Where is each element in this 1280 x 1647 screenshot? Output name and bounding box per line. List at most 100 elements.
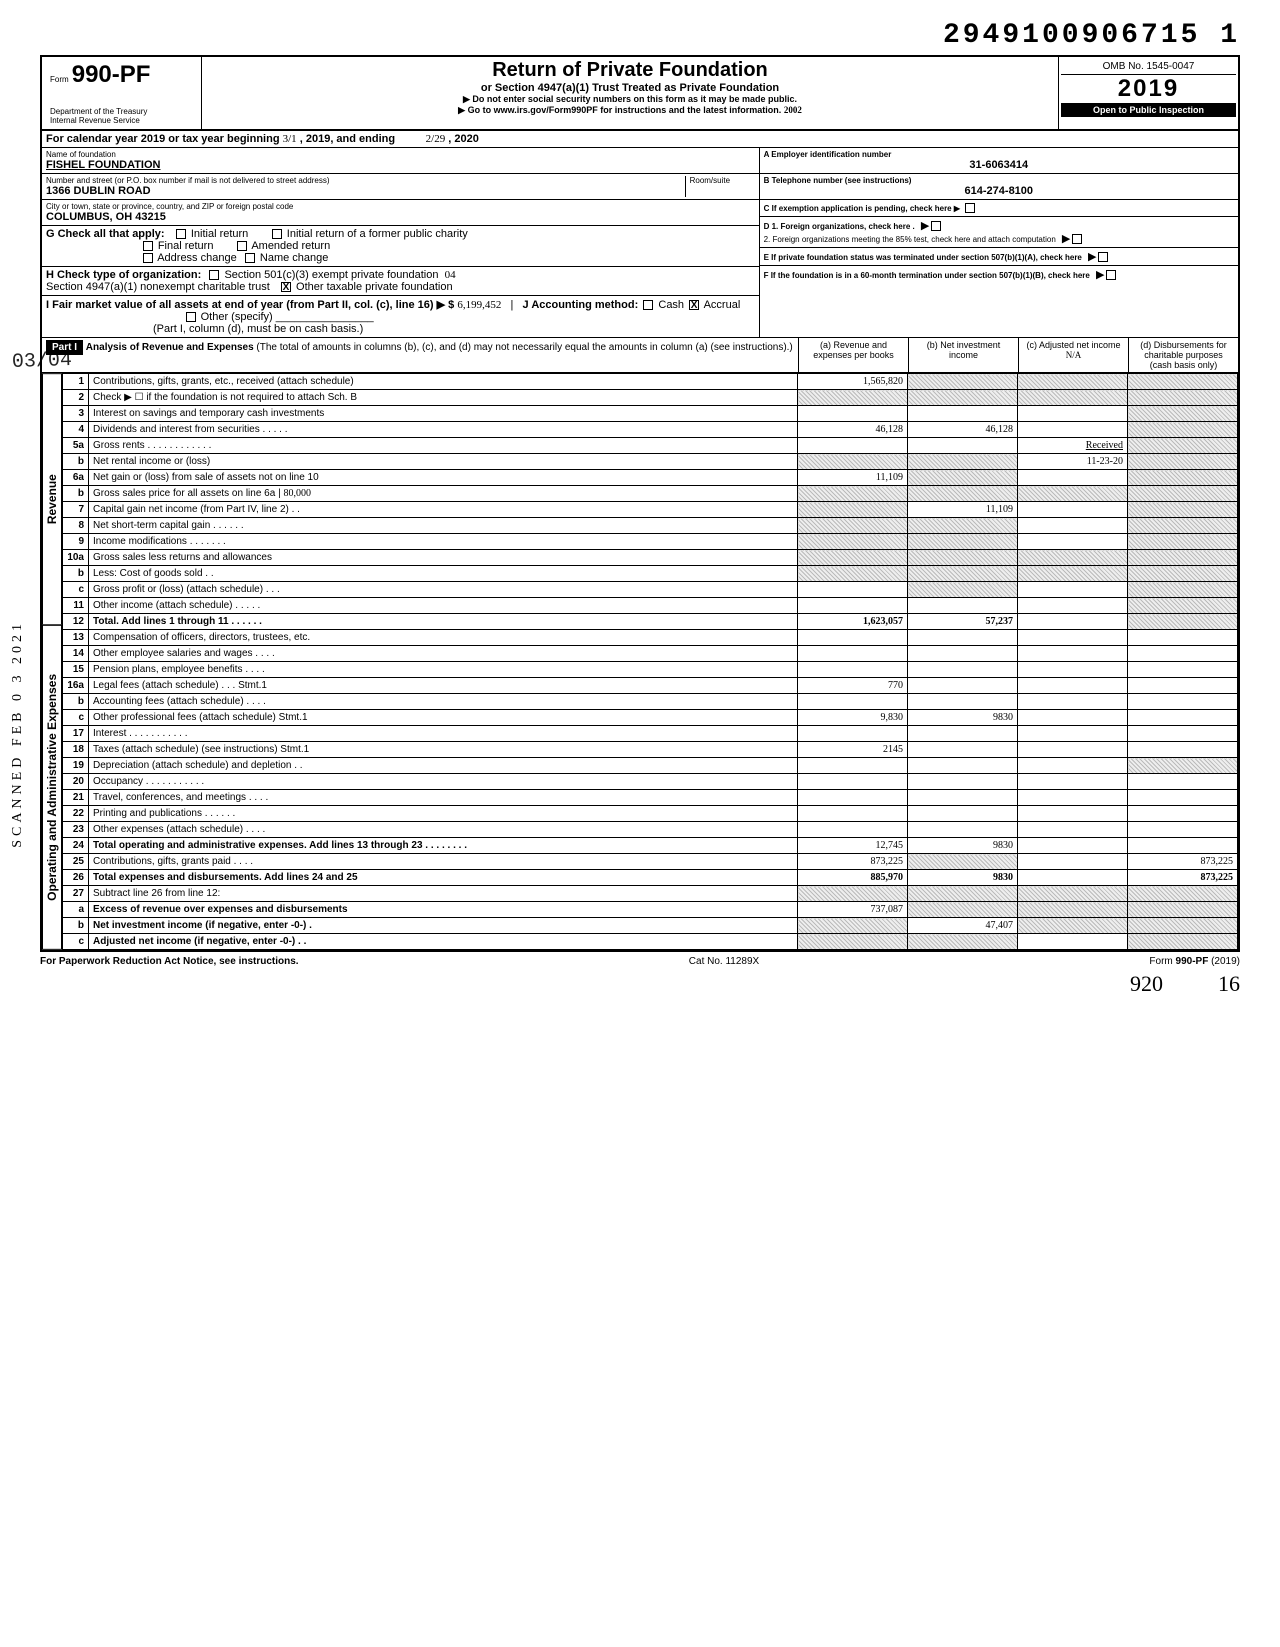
table-row: cAdjusted net income (if negative, enter… [63,934,1238,950]
f-label: F If the foundation is in a 60-month ter… [764,271,1090,280]
table-row: 9Income modifications . . . . . . . [63,534,1238,550]
header-center: Return of Private Foundation or Section … [202,57,1058,129]
col-d-header: (d) Disbursements for charitable purpose… [1128,338,1238,372]
g-label: G Check all that apply: [46,228,165,240]
table-row: 26Total expenses and disbursements. Add … [63,870,1238,886]
c-label: C If exemption application is pending, c… [764,204,960,213]
initial-return-checkbox[interactable] [176,229,186,239]
h-label: H Check type of organization: [46,269,201,281]
table-row: 20Occupancy . . . . . . . . . . . [63,774,1238,790]
table-row: 7Capital gain net income (from Part IV, … [63,502,1238,518]
name-label: Name of foundation [46,150,755,159]
footer-right: Form 990-PF (2019) [1149,956,1240,967]
d2-label: 2. Foreign organizations meeting the 85%… [764,235,1056,244]
table-row: 25Contributions, gifts, grants paid . . … [63,854,1238,870]
exemption-pending-checkbox[interactable] [965,203,975,213]
foundation-address: 1366 DUBLIN ROAD [46,185,685,197]
header-right: OMB No. 1545-0047 20201919 Open to Publi… [1058,57,1238,129]
cash-checkbox[interactable] [643,300,653,310]
j-note: (Part I, column (d), must be on cash bas… [153,323,363,335]
part1-title: Analysis of Revenue and Expenses [86,342,254,353]
table-row: 13Compensation of officers, directors, t… [63,630,1238,646]
phone-value: 614-274-8100 [764,185,1234,197]
goto-text: ▶ Go to www.irs.gov/Form990PF for instru… [458,105,781,115]
table-row: 5aGross rents . . . . . . . . . . . .Rec… [63,438,1238,454]
table-row: cGross profit or (loss) (attach schedule… [63,582,1238,598]
i-label: I Fair market value of all assets at end… [46,299,454,311]
table-row: 19Depreciation (attach schedule) and dep… [63,758,1238,774]
g-opt-5: Name change [260,252,329,264]
g-opt-3: Amended return [251,240,330,252]
other-taxable-checkbox[interactable]: X [281,282,291,292]
e-label: E If private foundation status was termi… [764,253,1082,262]
table-row: 17Interest . . . . . . . . . . . [63,726,1238,742]
foreign-org-checkbox[interactable] [931,221,941,231]
other-method-checkbox[interactable] [186,312,196,322]
addr-label: Number and street (or P.O. box number if… [46,176,685,185]
foundation-name: FISHEL FOUNDATION [46,159,755,171]
table-row: bLess: Cost of goods sold . . [63,566,1238,582]
h3-text: Other taxable private foundation [296,281,453,293]
amended-checkbox[interactable] [237,241,247,251]
j-label: J Accounting method: [523,299,639,311]
table-row: bGross sales price for all assets on lin… [63,486,1238,502]
margin-date-stamp: 03/04 [12,349,73,374]
footer-hand2: 16 [1218,971,1240,996]
former-public-checkbox[interactable] [272,229,282,239]
footer-hand1: 920 [1130,971,1163,996]
j-other: Other (specify) [201,311,273,323]
footer-left: For Paperwork Reduction Act Notice, see … [40,956,299,967]
table-row: 23Other expenses (attach schedule) . . .… [63,822,1238,838]
foundation-city: COLUMBUS, OH 43215 [46,211,755,223]
d1-label: D 1. Foreign organizations, check here . [764,222,915,231]
501c3-checkbox[interactable] [209,270,219,280]
form-prefix: Form [50,75,69,84]
h-hand: 04 [445,269,456,281]
expenses-side-label: Operating and Administrative Expenses [42,625,62,950]
form-container: Form 990-PF Department of the Treasury I… [40,55,1240,952]
a-label: A Employer identification number [764,150,1234,159]
h1-text: Section 501(c)(3) exempt private foundat… [224,269,438,281]
col-b-header: (b) Net investment income [908,338,1018,372]
table-row: 16aLegal fees (attach schedule) . . . St… [63,678,1238,694]
g-opt-4: Address change [157,252,237,264]
table-row: 27Subtract line 26 from line 12: [63,886,1238,902]
foreign-85-checkbox[interactable] [1072,234,1082,244]
60month-checkbox[interactable] [1106,270,1116,280]
part1-header-row: Part I Analysis of Revenue and Expenses … [42,338,1238,373]
accrual-checkbox[interactable]: X [689,300,699,310]
g-opt-1: Initial return of a former public charit… [287,228,468,240]
table-row: 1Contributions, gifts, grants, etc., rec… [63,374,1238,390]
table-row: aExcess of revenue over expenses and dis… [63,902,1238,918]
cal-endyear: , 2020 [448,133,479,145]
table-row: 21Travel, conferences, and meetings . . … [63,790,1238,806]
part1-table: 1Contributions, gifts, grants, etc., rec… [62,373,1238,950]
status-terminated-checkbox[interactable] [1098,252,1108,262]
table-row: 10aGross sales less returns and allowanc… [63,550,1238,566]
ein-value: 31-6063414 [764,159,1234,171]
part1-body: Revenue Operating and Administrative Exp… [42,373,1238,950]
form-990pf-page: SCANNED FEB 0 3 2021 2949100906715 1 For… [40,20,1240,997]
room-label: Room/suite [690,176,755,185]
left-margin-scanned: SCANNED FEB 0 3 2021 [10,620,26,848]
col-c-header: (c) Adjusted net income N/A [1018,338,1128,372]
table-row: 14Other employee salaries and wages . . … [63,646,1238,662]
final-return-checkbox[interactable] [143,241,153,251]
table-row: bNet rental income or (loss)11-23-20 [63,454,1238,470]
part1-note: (The total of amounts in columns (b), (c… [256,342,792,353]
subtitle: or Section 4947(a)(1) Trust Treated as P… [206,82,1054,94]
table-row: 12Total. Add lines 1 through 11 . . . . … [63,614,1238,630]
header-left: Form 990-PF Department of the Treasury I… [42,57,202,129]
dept1: Department of the Treasury [50,107,193,116]
table-row: 15Pension plans, employee benefits . . .… [63,662,1238,678]
name-change-checkbox[interactable] [245,253,255,263]
g-opt-0: Initial return [191,228,248,240]
ssn-warning: ▶ Do not enter social security numbers o… [206,94,1054,105]
page-footer: For Paperwork Reduction Act Notice, see … [40,952,1240,971]
omb-number: OMB No. 1545-0047 [1061,59,1236,75]
table-row: 8Net short-term capital gain . . . . . . [63,518,1238,534]
dept2: Internal Revenue Service [50,116,193,125]
cal-mid: , 2019, and ending [300,133,395,145]
address-change-checkbox[interactable] [143,253,153,263]
table-row: 2Check ▶ ☐ if the foundation is not requ… [63,390,1238,406]
